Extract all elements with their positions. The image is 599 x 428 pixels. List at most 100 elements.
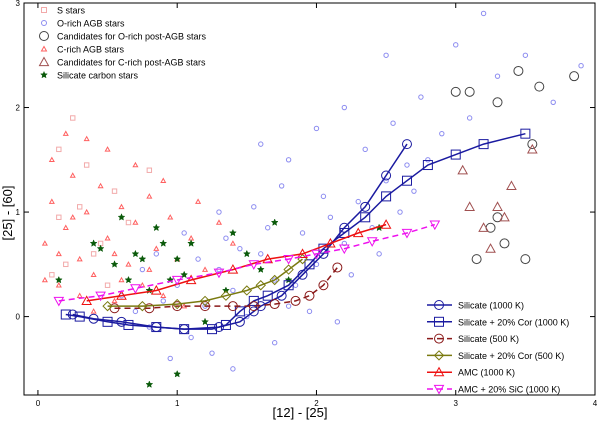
series-point bbox=[53, 296, 65, 307]
scatter-point bbox=[506, 180, 517, 191]
scatter-point bbox=[251, 204, 257, 210]
scatter-point bbox=[270, 218, 279, 226]
scatter-point bbox=[376, 251, 382, 257]
scatter-point bbox=[355, 198, 361, 205]
x-tick-label: 3 bbox=[454, 399, 459, 408]
scatter-point bbox=[118, 276, 125, 283]
y-tick-label: 0 bbox=[16, 313, 21, 322]
scatter-point bbox=[111, 250, 118, 257]
series-point bbox=[248, 301, 259, 312]
legend-marker bbox=[39, 31, 49, 41]
scatter-point bbox=[152, 223, 161, 232]
series-point bbox=[338, 244, 350, 255]
scatter-point bbox=[425, 157, 431, 163]
series-point bbox=[130, 284, 141, 294]
axis-ticks: 0 1 2 3 4 0 1 2 3 bbox=[16, 0, 598, 408]
scatter-point bbox=[146, 193, 153, 199]
scatter-point bbox=[383, 52, 389, 58]
series-line bbox=[114, 267, 338, 309]
scatter-point bbox=[104, 234, 111, 241]
scatter-point bbox=[188, 334, 194, 341]
series-point bbox=[520, 128, 531, 139]
scatter-point bbox=[90, 251, 97, 257]
series-point bbox=[227, 301, 238, 312]
series-point bbox=[60, 309, 71, 320]
scatter-point bbox=[124, 275, 133, 284]
scatter-point bbox=[117, 213, 126, 221]
scatter-point bbox=[216, 209, 222, 215]
series-point bbox=[283, 264, 294, 275]
scatter-point bbox=[439, 130, 445, 137]
scatter-point bbox=[160, 298, 166, 304]
scatter-point bbox=[485, 243, 496, 253]
scatter-point bbox=[90, 271, 97, 278]
series-point bbox=[185, 274, 197, 285]
series-point bbox=[262, 290, 273, 301]
series-point bbox=[269, 274, 280, 286]
series-point bbox=[234, 316, 245, 327]
series-point bbox=[297, 248, 308, 258]
y-tick-label: 2 bbox=[16, 104, 21, 113]
legend-label: Silicate (500 K) bbox=[458, 334, 519, 344]
x-tick-label: 2 bbox=[314, 399, 319, 408]
series-point bbox=[123, 319, 134, 330]
legend-marker bbox=[434, 300, 444, 310]
scatter-point bbox=[55, 282, 62, 288]
scatter-point bbox=[390, 120, 396, 126]
series-line bbox=[86, 223, 387, 302]
series-point bbox=[366, 237, 378, 247]
scatter-point bbox=[159, 239, 168, 247]
series-point bbox=[332, 262, 343, 273]
legend-label: Silicate + 20% Cor (500 K) bbox=[458, 351, 564, 361]
scatter-point bbox=[464, 86, 475, 97]
series-point bbox=[429, 220, 441, 231]
scatter-point bbox=[55, 250, 62, 257]
legend-label: O-rich AGB stars bbox=[57, 19, 125, 29]
line-legend: Silicate (1000 K) Silicate + 20% Cor (100… bbox=[427, 300, 569, 395]
legend-label: Silicate carbon stars bbox=[57, 71, 139, 81]
scatter-point bbox=[569, 71, 580, 82]
scatter-point bbox=[160, 177, 167, 183]
scatter-point bbox=[48, 156, 55, 163]
scatter-point bbox=[341, 240, 348, 247]
scatter-point bbox=[526, 143, 538, 154]
scatter-point bbox=[334, 319, 341, 325]
scatter-point bbox=[229, 240, 236, 246]
scatter-point bbox=[173, 254, 182, 263]
scatter-point bbox=[285, 157, 292, 163]
scatter-point bbox=[466, 115, 473, 121]
series-point bbox=[150, 284, 162, 295]
scatter-point bbox=[201, 266, 209, 272]
scatter-point bbox=[520, 254, 531, 265]
series-point bbox=[81, 295, 93, 306]
scatter-point bbox=[550, 99, 556, 106]
scatter-point bbox=[132, 161, 139, 168]
scatter-point bbox=[77, 204, 83, 210]
legend-marker bbox=[41, 7, 47, 13]
legend-marker bbox=[433, 384, 445, 395]
scatter-point bbox=[348, 272, 354, 278]
series-point bbox=[213, 322, 224, 333]
legend-label: S stars bbox=[57, 6, 86, 16]
scatter-point bbox=[228, 228, 237, 237]
scatter-point bbox=[478, 222, 489, 232]
series-point bbox=[213, 268, 225, 279]
series-point bbox=[311, 249, 322, 260]
scatter-points bbox=[41, 10, 584, 388]
scatter-point bbox=[187, 239, 196, 247]
series-point bbox=[171, 298, 183, 310]
series-point bbox=[102, 300, 113, 312]
scatter-point bbox=[125, 261, 132, 267]
series-point bbox=[220, 290, 232, 301]
scatter-point bbox=[313, 125, 320, 132]
scatter-point bbox=[173, 369, 182, 378]
scatter-point bbox=[131, 249, 140, 258]
scatter-point bbox=[271, 277, 278, 283]
series-line bbox=[58, 223, 436, 302]
scatter-point bbox=[118, 203, 125, 210]
series-point bbox=[179, 324, 190, 335]
scatter-point bbox=[492, 201, 503, 211]
series-point bbox=[199, 295, 211, 307]
series-point bbox=[172, 301, 183, 312]
